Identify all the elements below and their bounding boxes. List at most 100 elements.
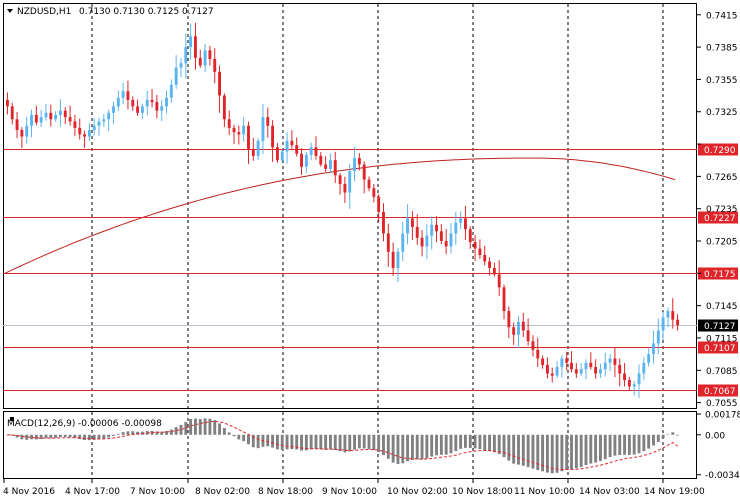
candle-body-109[interactable]	[531, 341, 535, 350]
candle-body-99[interactable]	[483, 255, 487, 262]
candle-body-98[interactable]	[478, 248, 482, 256]
candle-body-48[interactable]	[237, 132, 241, 135]
candle-body-134[interactable]	[652, 343, 655, 355]
candle-body-53[interactable]	[261, 117, 265, 141]
candle-body-127[interactable]	[618, 364, 622, 374]
candle-body-64[interactable]	[314, 147, 318, 156]
candle-body-118[interactable]	[574, 369, 578, 374]
candle-body-139[interactable]	[676, 319, 680, 326]
candle-body-50[interactable]	[247, 125, 250, 150]
candle-body-69[interactable]	[338, 175, 342, 184]
candle-body-19[interactable]	[97, 121, 101, 126]
candle-body-26[interactable]	[131, 99, 135, 107]
candle-body-94[interactable]	[459, 218, 463, 223]
candle-body-70[interactable]	[343, 183, 347, 193]
candle-body-100[interactable]	[488, 261, 491, 268]
candle-body-12[interactable]	[63, 110, 67, 118]
candle-body-60[interactable]	[295, 145, 299, 154]
candle-body-38[interactable]	[189, 36, 193, 48]
candle-body-32[interactable]	[160, 106, 164, 111]
candle-body-9[interactable]	[49, 112, 53, 120]
candle-body-44[interactable]	[218, 71, 221, 96]
candle-body-37[interactable]	[184, 47, 188, 64]
candle-body-47[interactable]	[232, 127, 236, 133]
candle-body-61[interactable]	[300, 153, 303, 167]
candle-body-76[interactable]	[372, 188, 376, 197]
candle-body-46[interactable]	[227, 119, 231, 128]
candle-body-55[interactable]	[271, 125, 275, 148]
candle-body-88[interactable]	[430, 224, 434, 236]
candle-body-63[interactable]	[309, 147, 313, 155]
candle-body-103[interactable]	[502, 287, 506, 312]
candle-body-102[interactable]	[497, 274, 501, 288]
candle-body-83[interactable]	[406, 218, 410, 234]
candle-body-6[interactable]	[34, 114, 38, 123]
candle-body-33[interactable]	[165, 97, 168, 107]
candle-body-93[interactable]	[454, 222, 458, 234]
candle-body-54[interactable]	[266, 117, 270, 126]
candle-body-133[interactable]	[647, 354, 651, 363]
candle-body-105[interactable]	[512, 327, 516, 335]
candle-body-8[interactable]	[44, 112, 48, 118]
candle-body-84[interactable]	[410, 218, 414, 228]
candle-body-85[interactable]	[415, 227, 419, 238]
candle-body-67[interactable]	[329, 160, 332, 169]
candle-body-131[interactable]	[637, 373, 641, 385]
candle-body-11[interactable]	[59, 110, 62, 115]
candle-body-138[interactable]	[671, 311, 675, 320]
candle-body-112[interactable]	[545, 364, 549, 374]
candle-body-81[interactable]	[396, 251, 400, 268]
candle-body-126[interactable]	[613, 358, 617, 365]
candle-body-4[interactable]	[25, 125, 29, 137]
candle-body-96[interactable]	[468, 229, 472, 243]
candle-body-97[interactable]	[473, 242, 477, 249]
candle-body-78[interactable]	[382, 211, 385, 234]
candle-body-72[interactable]	[353, 158, 356, 171]
candle-body-42[interactable]	[208, 50, 212, 59]
candle-body-137[interactable]	[666, 311, 670, 318]
candle-body-7[interactable]	[39, 117, 43, 123]
candle-body-3[interactable]	[20, 130, 24, 137]
candle-body-0[interactable]	[5, 99, 9, 107]
candle-body-90[interactable]	[439, 231, 443, 242]
candle-body-91[interactable]	[444, 241, 448, 247]
candle-body-104[interactable]	[507, 311, 511, 328]
candle-body-73[interactable]	[357, 158, 361, 165]
candle-body-107[interactable]	[521, 321, 525, 331]
candle-body-121[interactable]	[589, 362, 593, 368]
candle-body-87[interactable]	[425, 235, 429, 247]
candle-body-113[interactable]	[550, 373, 554, 376]
candle-body-66[interactable]	[324, 164, 328, 169]
candle-body-24[interactable]	[121, 91, 125, 98]
candle-body-41[interactable]	[203, 50, 207, 66]
candle-body-108[interactable]	[526, 330, 530, 342]
candle-body-45[interactable]	[222, 95, 226, 120]
candle-body-123[interactable]	[599, 369, 602, 374]
candle-body-1[interactable]	[10, 106, 14, 120]
candle-body-34[interactable]	[169, 84, 173, 98]
candle-body-116[interactable]	[565, 358, 569, 363]
candle-body-51[interactable]	[251, 149, 255, 156]
symbol-dropdown-icon[interactable]	[7, 9, 13, 13]
candle-body-56[interactable]	[275, 147, 279, 161]
candle-body-129[interactable]	[627, 379, 631, 387]
candle-body-30[interactable]	[150, 99, 154, 103]
candle-body-101[interactable]	[492, 267, 496, 275]
candle-body-130[interactable]	[632, 384, 636, 387]
candle-body-36[interactable]	[179, 63, 183, 68]
candle-body-27[interactable]	[136, 106, 140, 113]
candle-body-136[interactable]	[661, 317, 665, 331]
candle-body-135[interactable]	[656, 330, 660, 344]
candle-body-31[interactable]	[155, 102, 159, 111]
candle-body-62[interactable]	[304, 154, 308, 167]
candle-body-58[interactable]	[285, 140, 289, 152]
candle-body-35[interactable]	[174, 67, 178, 85]
candle-body-95[interactable]	[464, 218, 467, 230]
candle-body-119[interactable]	[579, 369, 583, 374]
candle-body-75[interactable]	[367, 179, 371, 189]
candle-body-115[interactable]	[560, 358, 564, 368]
candle-body-79[interactable]	[386, 233, 390, 252]
candle-body-82[interactable]	[401, 233, 405, 252]
candle-body-17[interactable]	[87, 130, 91, 137]
